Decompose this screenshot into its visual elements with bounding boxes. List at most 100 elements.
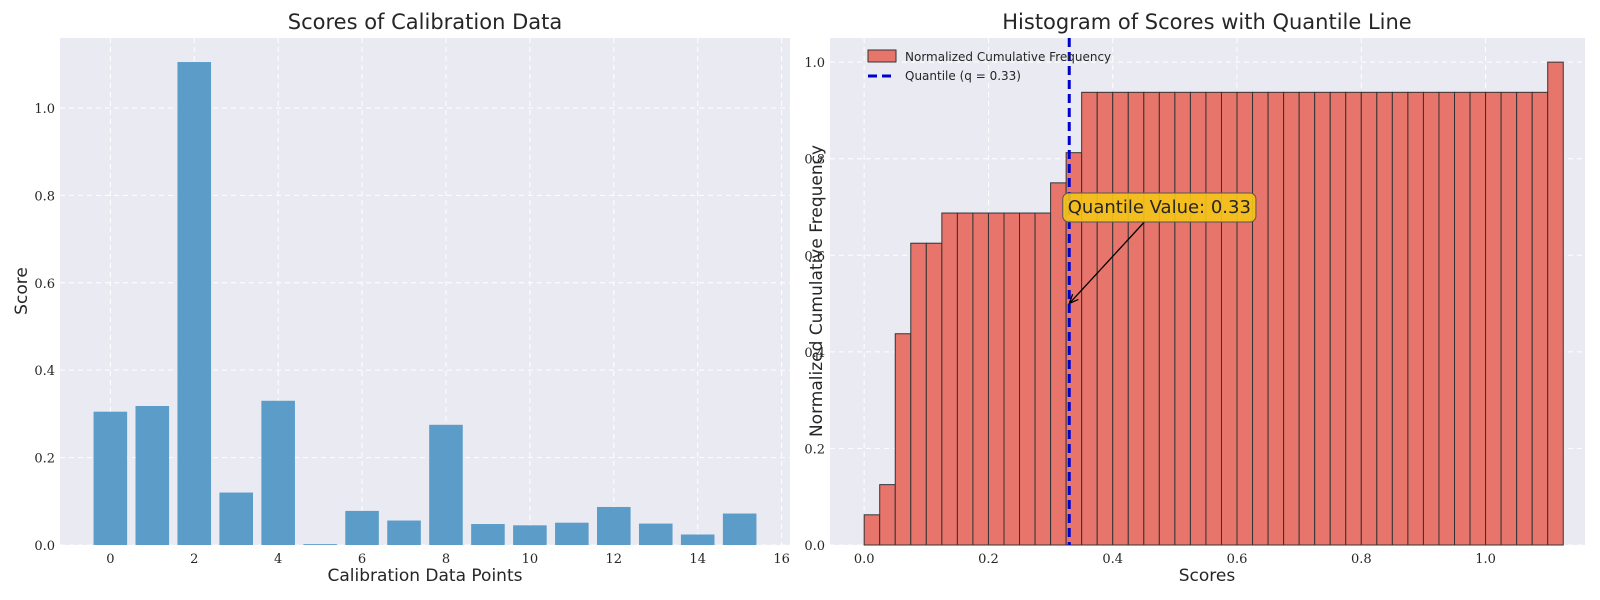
histogram-bar: [1345, 91, 1362, 546]
histogram-bar: [956, 212, 974, 546]
right-x-tick-label: 0.6: [1227, 552, 1248, 567]
right-y-ticks: 0.0 0.2 0.4 0.6 0.8 1.0: [804, 56, 825, 554]
histogram-bar: [1516, 91, 1533, 546]
histogram-bar: [1127, 91, 1145, 546]
histogram-chart: 0.0 0.2 0.4 0.6 0.8 1.0 0.0 0.2 0.4 0.6 0.8 1.0 Qu…: [804, 10, 1585, 586]
right-x-tick-label: 0.0: [854, 552, 875, 567]
score-bar: [555, 522, 589, 545]
histogram-bar: [1485, 91, 1502, 546]
histogram-bar: [1329, 91, 1347, 546]
histogram-bar: [879, 484, 896, 546]
score-bar-chart: 0 2 4 6 8 10 12 14 16 0.0 0.2 0.4 0.6 0.8 1.0 Scores …: [12, 10, 790, 586]
right-y-tick-label: 1.0: [804, 56, 825, 71]
right-x-axis-label: Scores: [1179, 566, 1236, 586]
score-bar: [513, 525, 547, 545]
score-bar: [261, 400, 295, 545]
right-y-tick-label: 0.2: [804, 442, 825, 457]
histogram-bar: [1547, 61, 1564, 546]
histogram-bar: [1174, 91, 1191, 546]
right-chart-title: Histogram of Scores with Quantile Line: [1002, 10, 1411, 34]
right-y-axis-label: Normalized Cumulative Frequency: [807, 145, 827, 437]
score-bar: [219, 492, 253, 545]
left-x-tick-label: 8: [442, 552, 450, 567]
score-bar: [93, 411, 128, 545]
annotation-arrow: [1068, 221, 1145, 305]
left-chart-title: Scores of Calibration Data: [288, 10, 562, 34]
left-y-tick-label: 1.0: [34, 102, 55, 117]
histogram-bar: [1019, 212, 1036, 546]
annotation-text: Quantile Value: 0.33: [1068, 197, 1251, 218]
score-bar: [303, 544, 337, 545]
score-bar: [722, 513, 757, 545]
score-bar: [429, 424, 463, 545]
histogram-bar: [1158, 91, 1176, 546]
left-y-tick-label: 0.0: [34, 539, 55, 554]
histogram-bar: [987, 212, 1005, 546]
histogram-bar: [1283, 91, 1300, 546]
legend-label-quantile: Quantile (q = 0.33): [905, 69, 1021, 83]
histogram-bar: [1422, 91, 1440, 546]
right-x-tick-label: 0.8: [1351, 552, 1372, 567]
histogram-bar: [1314, 91, 1331, 546]
histogram-bar: [941, 212, 958, 546]
histogram-bar: [1252, 91, 1269, 546]
left-y-tick-label: 0.4: [34, 364, 55, 379]
histogram-bar: [925, 242, 943, 546]
left-x-tick-label: 6: [358, 552, 366, 567]
right-y-tick-label: 0.6: [804, 249, 825, 264]
left-bars: [93, 62, 757, 546]
histogram-bar: [1096, 91, 1114, 546]
annotation-arrowhead: [1068, 293, 1079, 305]
score-bar: [680, 534, 715, 545]
left-x-tick-label: 0: [106, 552, 114, 567]
right-x-ticks: 0.0 0.2 0.4 0.6 0.8 1.0: [854, 552, 1496, 567]
histogram-bar: [1531, 91, 1549, 546]
right-x-tick-label: 1.0: [1475, 552, 1496, 567]
left-x-tick-label: 2: [190, 552, 198, 567]
histogram-bar: [1205, 91, 1222, 546]
annotation-box: [1062, 192, 1257, 223]
right-y-tick-label: 0.0: [804, 539, 825, 554]
histogram-bar: [910, 242, 927, 546]
left-x-tick-label: 12: [606, 552, 623, 567]
histogram-bar: [1391, 91, 1409, 546]
score-bar: [387, 520, 421, 545]
histogram-bar: [1081, 91, 1098, 546]
histogram-bar: [1360, 91, 1378, 546]
histogram-bar: [1376, 91, 1393, 546]
histogram-bar: [894, 333, 912, 546]
histogram-bar: [1454, 91, 1471, 546]
left-x-tick-label: 10: [522, 552, 539, 567]
left-plot-area: [60, 38, 790, 545]
histogram-bar: [1003, 212, 1021, 546]
score-bar: [471, 524, 505, 545]
legend-swatch-histogram: [867, 49, 897, 63]
score-bar: [345, 510, 379, 545]
histogram-bar: [1236, 91, 1254, 546]
legend: Normalized Cumulative Frequency Quantile…: [867, 49, 1111, 83]
left-y-tick-label: 0.6: [34, 277, 55, 292]
left-y-tick-label: 0.8: [34, 189, 55, 204]
histogram-bar: [972, 212, 989, 546]
histogram-bar: [1469, 91, 1487, 546]
score-bar: [638, 523, 673, 545]
left-y-axis-label: Score: [12, 267, 32, 315]
left-x-axis-label: Calibration Data Points: [328, 566, 523, 586]
histogram-bar: [1220, 91, 1238, 546]
histogram-bar: [863, 514, 881, 546]
left-x-tick-label: 4: [274, 552, 282, 567]
histogram-bar: [1112, 91, 1129, 546]
right-x-tick-label: 0.4: [1102, 552, 1123, 567]
histogram-bar: [1298, 91, 1316, 546]
right-x-tick-label: 0.2: [978, 552, 999, 567]
score-bar: [135, 406, 170, 545]
histogram-bar: [1407, 91, 1424, 546]
right-y-tick-label: 0.8: [804, 153, 825, 168]
left-x-tick-label: 14: [689, 552, 706, 567]
histogram-bar: [1189, 91, 1207, 546]
histogram-bar: [1500, 91, 1518, 546]
score-bar: [597, 506, 631, 545]
histogram-bar: [1267, 91, 1285, 546]
legend-label-histogram: Normalized Cumulative Frequency: [905, 50, 1111, 64]
quantile-annotation: Quantile Value: 0.33: [1062, 192, 1257, 305]
